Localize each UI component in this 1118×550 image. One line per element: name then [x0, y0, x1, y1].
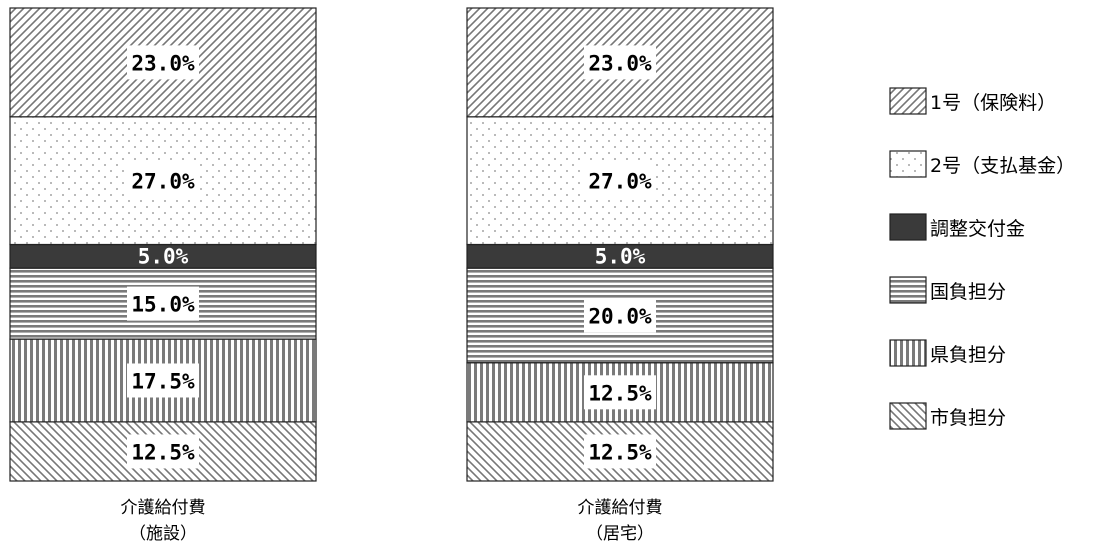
- data-label: 5.0%: [138, 244, 189, 268]
- data-label: 5.0%: [595, 244, 646, 268]
- data-label: 15.0%: [131, 293, 195, 317]
- legend-swatch: [889, 213, 927, 241]
- legend-swatch: [889, 339, 927, 367]
- bars-layer: 12.5%17.5%15.0%5.0%27.0%23.0%介護給付費（施設）12…: [9, 7, 774, 544]
- data-label: 27.0%: [588, 170, 652, 194]
- legend-item: 県負担分: [889, 339, 1006, 367]
- data-label: 12.5%: [588, 440, 652, 464]
- data-label: 17.5%: [131, 369, 195, 393]
- data-label-bg: [127, 434, 199, 469]
- data-label-bg: [584, 163, 656, 198]
- legend-label: 2号（支払基金）: [930, 155, 1075, 177]
- data-label: 20.0%: [588, 304, 652, 328]
- data-label: 23.0%: [131, 51, 195, 75]
- legend-item: 国負担分: [889, 276, 1006, 304]
- data-label-bg: [584, 434, 656, 469]
- data-label-bg: [584, 45, 656, 80]
- category-sublabel: （居宅）: [586, 524, 654, 544]
- legend-swatch: [889, 87, 927, 115]
- legend-item: 市負担分: [889, 402, 1006, 430]
- data-label: 27.0%: [131, 170, 195, 194]
- data-label-bg: [127, 163, 199, 198]
- legend-item: 調整交付金: [889, 213, 1025, 241]
- data-label-bg: [584, 375, 656, 410]
- legend-label: 市負担分: [930, 407, 1006, 429]
- legend-swatch: [889, 402, 927, 430]
- legend-label: 国負担分: [930, 281, 1006, 303]
- data-label-bg: [127, 286, 199, 321]
- legend-swatch: [889, 150, 927, 178]
- category-label: 介護給付費: [578, 498, 663, 518]
- category-sublabel: （施設）: [129, 524, 197, 544]
- data-label: 23.0%: [588, 51, 652, 75]
- bar-column-0: 12.5% 17.5% 15.0% 5.0% 27.0% 23.0% 介護給付費 （施設）: [9, 7, 317, 544]
- data-label: 12.5%: [588, 381, 652, 405]
- legend-label: 県負担分: [930, 344, 1006, 366]
- legend-item: 1号（保険料）: [889, 87, 1056, 115]
- legend-swatch: [889, 276, 927, 304]
- data-label: 12.5%: [131, 440, 195, 464]
- data-label-bg: [584, 298, 656, 333]
- bar-column-1: 12.5% 12.5% 20.0% 5.0% 27.0% 23.0% 介護給付費 （居宅）: [466, 7, 774, 544]
- legend-label: 調整交付金: [930, 218, 1025, 240]
- category-label: 介護給付費: [121, 498, 206, 518]
- data-label-bg: [127, 45, 199, 80]
- legend-label: 1号（保険料）: [930, 92, 1056, 114]
- data-label-bg: [127, 363, 199, 398]
- legend-item: 2号（支払基金）: [889, 150, 1075, 178]
